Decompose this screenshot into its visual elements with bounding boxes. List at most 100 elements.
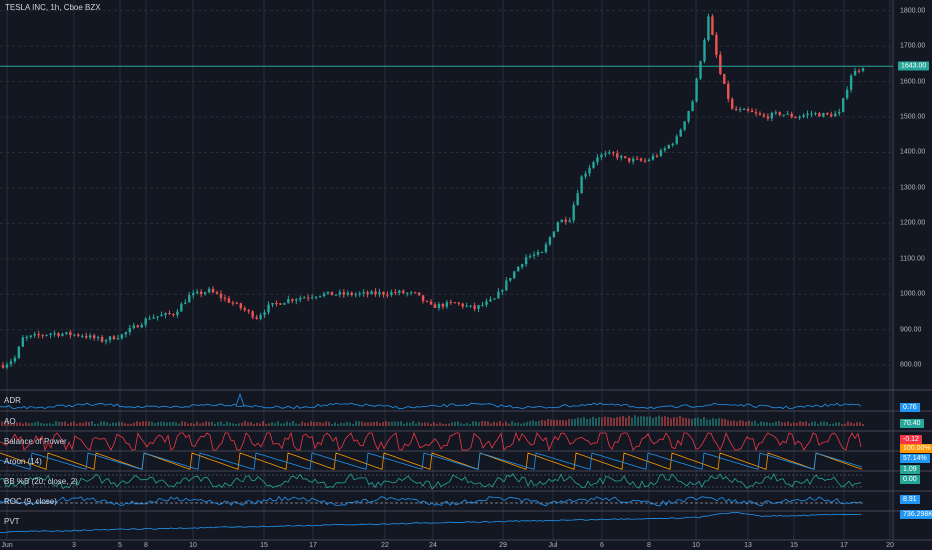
y-tick-label: 1400.00 <box>900 148 926 156</box>
candle-body <box>616 153 619 158</box>
candle-body <box>627 157 631 162</box>
candle-body <box>354 294 357 296</box>
candle-body <box>314 296 318 298</box>
candle-body <box>782 114 785 116</box>
candle-body <box>203 292 207 295</box>
x-tick-label: 22 <box>381 542 389 549</box>
candlestick-series[interactable] <box>1 13 865 370</box>
candle-body <box>362 292 365 294</box>
candle-body <box>845 89 849 99</box>
indicator-label[interactable]: ADR <box>4 396 21 405</box>
candle-body <box>631 158 635 162</box>
candle-body <box>211 288 215 293</box>
candle-body <box>584 173 587 177</box>
candle-body <box>734 108 738 111</box>
indicator-value-badge: 0.00 <box>900 475 920 484</box>
candle-body <box>806 113 809 116</box>
candle-body <box>703 40 706 62</box>
candle-body <box>695 78 698 102</box>
indicator-value-badge: 8.91 <box>900 495 920 504</box>
candle-body <box>49 333 52 335</box>
indicator-label[interactable]: ROC (9, close) <box>4 497 57 506</box>
candle-body <box>727 83 730 100</box>
indicator-line <box>0 495 862 507</box>
x-tick-label: 10 <box>189 542 197 549</box>
candle-body <box>513 271 516 279</box>
candle-body <box>683 121 686 130</box>
candle-body <box>417 292 421 296</box>
candle-body <box>802 115 805 117</box>
candle-body <box>104 340 108 342</box>
candle-body <box>592 162 595 168</box>
candle-body <box>33 334 36 336</box>
candle-body <box>429 301 433 305</box>
candle-body <box>92 335 96 339</box>
indicator-value-badge: 70.40 <box>900 419 924 428</box>
candle-body <box>608 152 611 154</box>
candle-body <box>659 150 663 156</box>
candle-body <box>65 332 68 334</box>
indicator-label[interactable]: BB %B (20, close, 2) <box>4 477 78 486</box>
candle-body <box>302 297 306 299</box>
candle-body <box>437 303 441 308</box>
candle-body <box>370 291 373 295</box>
candle-body <box>580 176 583 194</box>
x-tick-label: 8 <box>144 542 148 549</box>
indicator-value-badge: 736.298K <box>900 510 932 519</box>
candle-body <box>116 338 120 340</box>
candle-body <box>140 324 143 328</box>
candle-body <box>449 302 453 304</box>
candle-body <box>219 293 223 298</box>
indicator-label[interactable]: AO <box>4 417 16 426</box>
y-tick-label: 1100.00 <box>900 255 925 263</box>
candle-body <box>120 334 124 339</box>
candle-body <box>790 113 793 118</box>
candle-body <box>382 292 385 295</box>
candle-body <box>493 298 496 300</box>
candle-body <box>330 291 334 296</box>
candle-body <box>421 295 425 301</box>
candle-body <box>374 291 377 295</box>
indicator-label[interactable]: PVT <box>4 517 20 526</box>
indicator-series <box>0 392 864 533</box>
candle-body <box>259 315 262 319</box>
candle-body <box>61 333 64 336</box>
candle-body <box>199 291 203 295</box>
candle-body <box>433 304 437 308</box>
x-tick-label: 17 <box>840 542 848 549</box>
candle-body <box>691 101 694 111</box>
candle-body <box>445 302 449 307</box>
candle-body <box>398 290 401 293</box>
grid-lines <box>0 0 893 540</box>
indicator-label[interactable]: Balance of Power <box>4 437 67 446</box>
candle-body <box>275 302 278 304</box>
candle-body <box>536 252 540 255</box>
candle-body <box>287 299 290 303</box>
candle-body <box>9 361 13 365</box>
candle-body <box>1 365 5 368</box>
candle-body <box>88 335 92 338</box>
candle-body <box>188 295 191 303</box>
pvt-line <box>0 511 862 533</box>
candle-body <box>600 154 603 158</box>
candle-body <box>766 116 770 119</box>
candle-body <box>29 335 32 337</box>
candle-body <box>37 334 40 336</box>
candle-body <box>453 302 456 304</box>
candle-body <box>524 257 528 265</box>
candle-body <box>746 108 750 111</box>
candle-body <box>235 303 239 305</box>
candle-body <box>318 295 322 297</box>
candle-body <box>148 318 151 320</box>
candle-body <box>671 143 674 146</box>
x-tick-label: 24 <box>429 542 437 549</box>
candle-body <box>477 305 480 309</box>
candle-body <box>643 160 647 162</box>
candle-body <box>338 292 342 295</box>
indicator-label[interactable]: Aroon (14) <box>4 457 42 466</box>
candle-body <box>410 292 413 294</box>
indicator-value-badge: 57.14% <box>900 454 930 463</box>
candle-body <box>663 148 667 151</box>
x-tick-label: 3 <box>72 542 76 549</box>
